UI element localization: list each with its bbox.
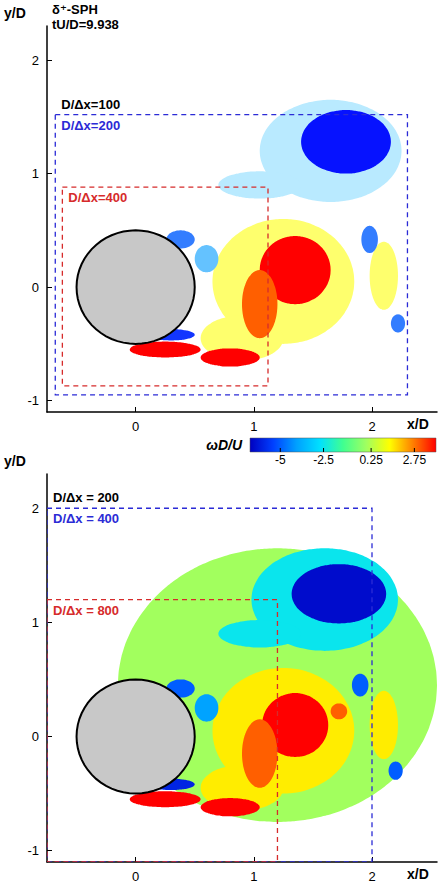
svg-text:0: 0	[32, 729, 39, 744]
svg-text:D/Δx = 400: D/Δx = 400	[53, 511, 119, 526]
svg-text:2: 2	[32, 501, 39, 516]
svg-text:D/Δx = 800: D/Δx = 800	[53, 603, 119, 618]
svg-text:0: 0	[132, 869, 139, 884]
svg-text:1: 1	[32, 166, 39, 181]
svg-text:0: 0	[32, 280, 39, 295]
svg-text:0: 0	[132, 419, 139, 434]
svg-text:2: 2	[368, 419, 375, 434]
svg-text:2: 2	[32, 53, 39, 68]
svg-text:2.75: 2.75	[403, 453, 427, 467]
svg-text:D/Δx=200: D/Δx=200	[61, 118, 120, 133]
svg-text:D/Δx=100: D/Δx=100	[61, 97, 120, 112]
svg-text:-2.5: -2.5	[313, 453, 334, 467]
svg-text:x/D: x/D	[407, 416, 429, 432]
svg-text:δ⁺-SPH: δ⁺-SPH	[52, 2, 98, 17]
svg-text:2: 2	[368, 869, 375, 884]
svg-text:tU/D=9.938: tU/D=9.938	[52, 17, 119, 32]
svg-text:1: 1	[250, 419, 257, 434]
svg-text:0.25: 0.25	[359, 453, 383, 467]
svg-text:y/D: y/D	[4, 453, 26, 469]
svg-text:1: 1	[32, 615, 39, 630]
svg-text:-1: -1	[27, 393, 39, 408]
svg-text:ωD/U: ωD/U	[206, 437, 243, 453]
svg-text:D/Δx = 200: D/Δx = 200	[53, 490, 119, 505]
svg-text:1: 1	[250, 869, 257, 884]
svg-text:-1: -1	[27, 843, 39, 858]
svg-text:x/D: x/D	[407, 866, 429, 882]
svg-text:D/Δx=400: D/Δx=400	[68, 190, 127, 205]
svg-text:-5: -5	[275, 453, 286, 467]
svg-text:y/D: y/D	[4, 5, 26, 21]
